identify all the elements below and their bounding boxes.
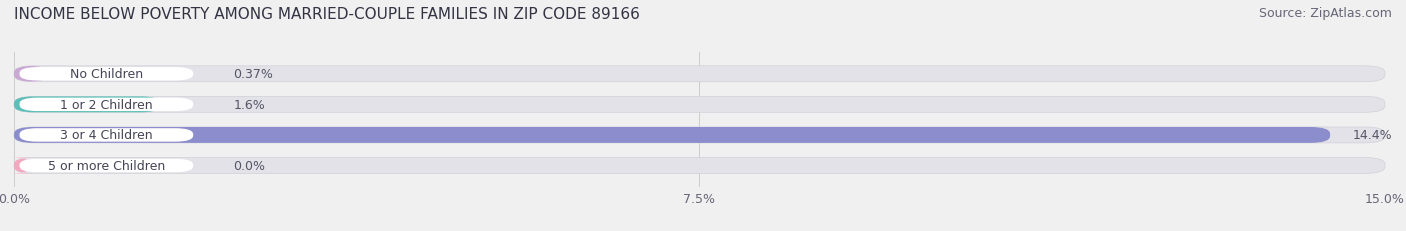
FancyBboxPatch shape — [14, 128, 1330, 143]
Text: INCOME BELOW POVERTY AMONG MARRIED-COUPLE FAMILIES IN ZIP CODE 89166: INCOME BELOW POVERTY AMONG MARRIED-COUPL… — [14, 7, 640, 22]
FancyBboxPatch shape — [14, 97, 160, 113]
Text: 0.37%: 0.37% — [233, 68, 273, 81]
Text: 3 or 4 Children: 3 or 4 Children — [60, 129, 153, 142]
FancyBboxPatch shape — [14, 128, 1385, 143]
Text: No Children: No Children — [70, 68, 143, 81]
Text: 0.0%: 0.0% — [233, 159, 266, 172]
FancyBboxPatch shape — [20, 68, 193, 81]
FancyBboxPatch shape — [10, 158, 34, 174]
FancyBboxPatch shape — [14, 158, 1385, 174]
FancyBboxPatch shape — [20, 129, 193, 142]
Text: 5 or more Children: 5 or more Children — [48, 159, 165, 172]
Text: 1 or 2 Children: 1 or 2 Children — [60, 98, 153, 111]
FancyBboxPatch shape — [14, 67, 48, 82]
Text: Source: ZipAtlas.com: Source: ZipAtlas.com — [1258, 7, 1392, 20]
Text: 1.6%: 1.6% — [233, 98, 266, 111]
FancyBboxPatch shape — [14, 67, 1385, 82]
FancyBboxPatch shape — [14, 97, 1385, 113]
Text: 14.4%: 14.4% — [1353, 129, 1392, 142]
FancyBboxPatch shape — [20, 98, 193, 112]
FancyBboxPatch shape — [20, 159, 193, 173]
